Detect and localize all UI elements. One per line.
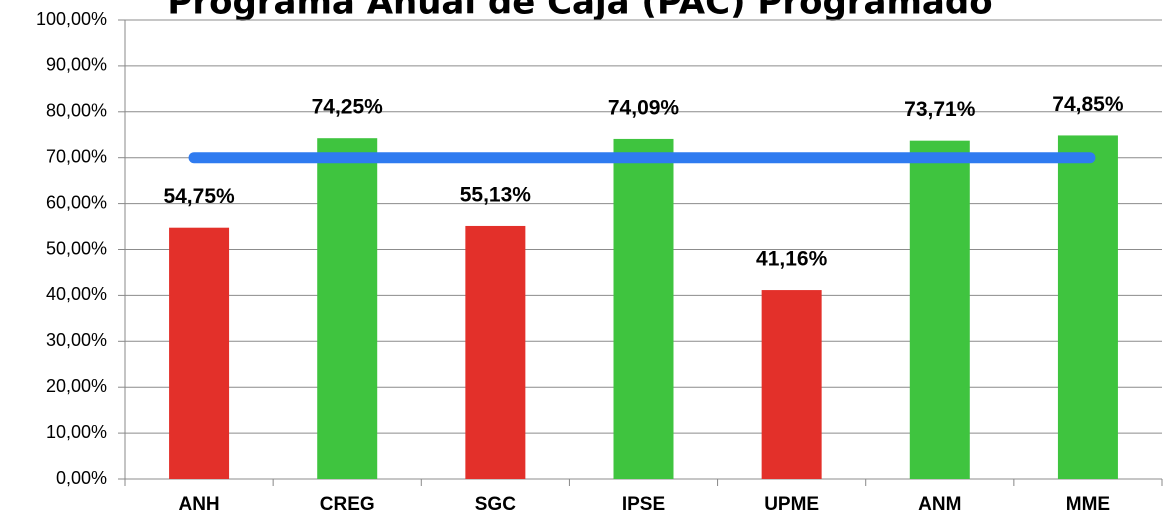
data-label: 41,16% [756, 248, 828, 271]
x-tick-label: CREG [320, 494, 375, 515]
y-tick-label: 50,00% [46, 238, 107, 258]
x-tick-label: IPSE [622, 494, 665, 515]
data-label: 54,75% [163, 185, 235, 208]
data-label: 55,13% [460, 184, 532, 207]
y-tick-label: 60,00% [46, 192, 107, 212]
data-label: 74,85% [1052, 93, 1124, 116]
x-tick-label: ANH [178, 494, 219, 515]
x-tick-label: UPME [764, 494, 819, 515]
y-tick-label: 40,00% [46, 284, 107, 304]
x-tick-label: SGC [475, 494, 516, 515]
data-label: 73,71% [904, 98, 976, 121]
data-label: 74,09% [608, 96, 680, 119]
bar [909, 140, 970, 480]
bar [761, 290, 822, 479]
chart-title: Programa Anual de Caja (PAC) Programado [167, 0, 992, 23]
bar [317, 138, 378, 479]
bar [465, 225, 526, 479]
x-tick-label: ANM [918, 494, 961, 515]
y-tick-label: 100,00% [36, 9, 107, 29]
y-tick-label: 80,00% [46, 101, 107, 121]
y-tick-label: 70,00% [46, 146, 107, 166]
data-label: 74,25% [312, 96, 384, 119]
y-tick-label: 90,00% [46, 55, 107, 75]
x-tick-label: MME [1066, 494, 1110, 515]
bar [613, 138, 674, 480]
y-tick-label: 0,00% [56, 468, 107, 488]
bar [1057, 135, 1118, 479]
bar [169, 227, 230, 479]
y-tick-label: 10,00% [46, 422, 107, 442]
y-tick-label: 20,00% [46, 376, 107, 396]
y-tick-label: 30,00% [46, 330, 107, 350]
